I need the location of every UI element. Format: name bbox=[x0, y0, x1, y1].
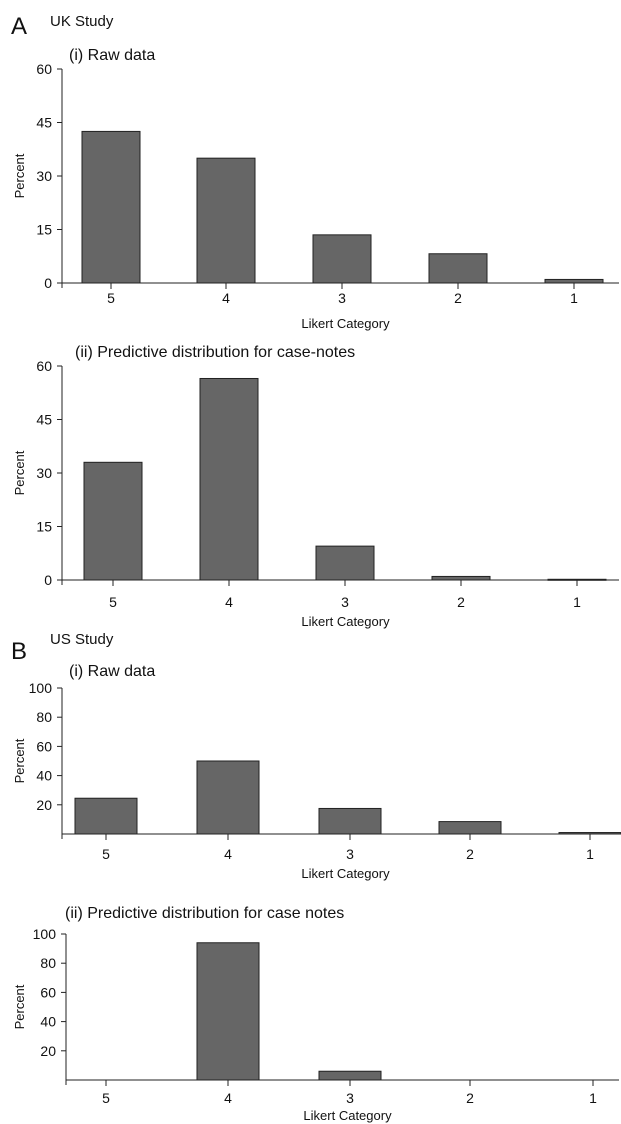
x-tick-label: 5 bbox=[107, 290, 115, 306]
x-axis-label: Likert Category bbox=[301, 614, 390, 629]
y-tick-label: 60 bbox=[36, 61, 52, 77]
x-tick-label: 2 bbox=[466, 1090, 474, 1106]
x-tick-label: 5 bbox=[102, 1090, 110, 1106]
chart-title: (ii) Predictive distribution for case no… bbox=[65, 905, 344, 922]
chart-2: (ii) Predictive distribution for case-no… bbox=[12, 344, 619, 629]
x-tick-label: 4 bbox=[225, 594, 233, 610]
x-tick-label: 1 bbox=[586, 846, 594, 862]
y-axis-label: Percent bbox=[12, 450, 27, 495]
y-axis-label: Percent bbox=[12, 738, 27, 783]
x-tick-label: 2 bbox=[454, 290, 462, 306]
bar-2 bbox=[431, 575, 491, 581]
x-tick-label: 1 bbox=[573, 594, 581, 610]
panel-b: B US Study bbox=[11, 631, 114, 665]
y-tick-label: 45 bbox=[36, 115, 52, 131]
chart-title: (i) Raw data bbox=[69, 47, 155, 64]
x-tick-label: 2 bbox=[457, 594, 465, 610]
y-axis-label: Percent bbox=[12, 984, 27, 1029]
y-tick-label: 30 bbox=[36, 465, 52, 481]
x-tick-label: 1 bbox=[589, 1090, 597, 1106]
bar-4 bbox=[196, 942, 260, 1081]
y-tick-label: 20 bbox=[40, 1043, 56, 1059]
x-tick-label: 5 bbox=[102, 846, 110, 862]
x-tick-label: 4 bbox=[224, 846, 232, 862]
x-axis-label: Likert Category bbox=[301, 316, 390, 331]
x-tick-label: 3 bbox=[341, 594, 349, 610]
y-tick-label: 80 bbox=[40, 955, 56, 971]
y-tick-label: 60 bbox=[36, 738, 52, 754]
chart-3: (i) Raw data 20 40 60 80 100 5 4 3 2 1 Likert Categ… bbox=[12, 663, 621, 881]
y-tick-label: 20 bbox=[36, 797, 52, 813]
y-tick-label: 80 bbox=[36, 709, 52, 725]
panel-a-letter: A bbox=[11, 13, 27, 40]
x-tick-label: 4 bbox=[222, 290, 230, 306]
panel-a: A UK Study bbox=[11, 13, 114, 40]
y-tick-label: 40 bbox=[40, 1014, 56, 1030]
y-tick-label: 40 bbox=[36, 768, 52, 784]
y-tick-label: 30 bbox=[36, 168, 52, 184]
panel-a-title: UK Study bbox=[50, 13, 114, 30]
bar-2 bbox=[428, 253, 488, 284]
y-tick-label: 15 bbox=[36, 222, 52, 238]
bar-4 bbox=[196, 760, 260, 835]
chart-1: (i) Raw data 0 15 30 45 60 5 4 3 2 1 Likert Categor… bbox=[12, 47, 619, 331]
panel-b-title: US Study bbox=[50, 631, 114, 648]
x-tick-label: 4 bbox=[224, 1090, 232, 1106]
x-tick-label: 3 bbox=[338, 290, 346, 306]
x-tick-label: 5 bbox=[109, 594, 117, 610]
x-tick-label: 3 bbox=[346, 1090, 354, 1106]
bar-5 bbox=[74, 797, 138, 835]
x-axis-label: Likert Category bbox=[303, 1108, 392, 1123]
y-tick-label: 100 bbox=[29, 680, 53, 696]
bar-1 bbox=[558, 832, 621, 835]
bar-3 bbox=[318, 1070, 382, 1081]
panel-b-letter: B bbox=[11, 638, 27, 665]
y-tick-label: 0 bbox=[44, 275, 52, 291]
x-tick-label: 3 bbox=[346, 846, 354, 862]
bar-3 bbox=[315, 545, 375, 581]
chart-title: (ii) Predictive distribution for case-no… bbox=[75, 344, 355, 361]
x-tick-label: 2 bbox=[466, 846, 474, 862]
x-axis-label: Likert Category bbox=[301, 866, 390, 881]
bar-5 bbox=[81, 130, 141, 284]
y-tick-label: 15 bbox=[36, 519, 52, 535]
y-tick-label: 45 bbox=[36, 412, 52, 428]
chart-title: (i) Raw data bbox=[69, 663, 155, 680]
bar-1 bbox=[544, 278, 604, 284]
bar-4 bbox=[199, 377, 259, 581]
x-tick-label: 1 bbox=[570, 290, 578, 306]
y-tick-label: 0 bbox=[44, 572, 52, 588]
y-tick-label: 60 bbox=[36, 358, 52, 374]
y-tick-label: 100 bbox=[33, 926, 57, 942]
bar-5 bbox=[83, 461, 143, 581]
y-axis-label: Percent bbox=[12, 153, 27, 198]
bar-2 bbox=[438, 821, 502, 835]
y-tick-label: 60 bbox=[40, 984, 56, 1000]
bar-3 bbox=[318, 807, 382, 835]
chart-4: (ii) Predictive distribution for case no… bbox=[12, 905, 619, 1123]
bar-3 bbox=[312, 234, 372, 284]
bar-4 bbox=[196, 157, 256, 284]
